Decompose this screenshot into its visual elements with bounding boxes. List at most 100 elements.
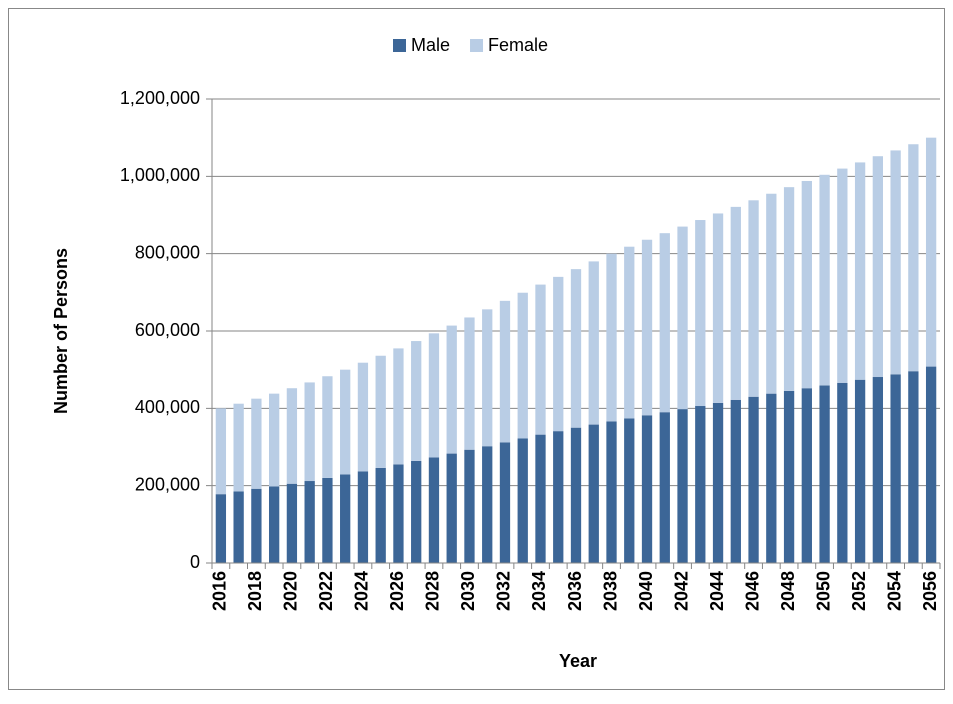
bar bbox=[215, 494, 227, 563]
bar bbox=[606, 421, 617, 563]
bar bbox=[606, 253, 617, 422]
bar bbox=[712, 402, 724, 563]
x-tick-label: 2040 bbox=[636, 571, 656, 611]
bar bbox=[535, 434, 546, 563]
bar bbox=[251, 398, 262, 489]
bar bbox=[748, 200, 759, 397]
bar bbox=[801, 388, 812, 563]
y-tick-label: 1,200,000 bbox=[120, 88, 200, 108]
x-tick-label: 2024 bbox=[352, 571, 372, 611]
bar bbox=[925, 137, 937, 367]
bar bbox=[783, 187, 795, 391]
bar bbox=[251, 488, 262, 563]
bar bbox=[872, 156, 884, 378]
x-tick-label: 2052 bbox=[849, 571, 869, 611]
bar bbox=[712, 213, 724, 403]
bar bbox=[375, 467, 386, 563]
bar bbox=[411, 341, 422, 461]
bar bbox=[517, 438, 528, 563]
bar bbox=[393, 464, 404, 563]
bar bbox=[588, 424, 599, 563]
bar bbox=[748, 396, 759, 563]
legend-swatch bbox=[470, 39, 484, 52]
x-tick-label: 2056 bbox=[920, 571, 940, 611]
x-tick-label: 2034 bbox=[529, 571, 549, 611]
bar bbox=[766, 393, 777, 563]
y-tick-label: 0 bbox=[190, 552, 200, 572]
legend-label: Female bbox=[488, 35, 548, 55]
bar bbox=[908, 144, 919, 372]
bar bbox=[819, 385, 830, 563]
bar bbox=[890, 150, 901, 375]
x-tick-label: 2046 bbox=[742, 571, 762, 611]
bar bbox=[268, 393, 280, 487]
bar bbox=[837, 382, 848, 563]
bar bbox=[499, 442, 511, 563]
x-tick-label: 2044 bbox=[707, 571, 727, 611]
x-tick-label: 2022 bbox=[316, 571, 336, 611]
bar bbox=[286, 483, 298, 563]
bar bbox=[925, 366, 937, 563]
x-tick-label: 2030 bbox=[458, 571, 478, 611]
bar bbox=[819, 174, 830, 386]
bar bbox=[340, 369, 351, 475]
x-tick-label: 2054 bbox=[884, 571, 904, 611]
bar bbox=[340, 474, 351, 563]
x-tick-label: 2018 bbox=[245, 571, 265, 611]
x-tick-label: 2048 bbox=[778, 571, 798, 611]
bar bbox=[659, 412, 670, 563]
bar bbox=[872, 377, 884, 563]
bar bbox=[268, 486, 280, 563]
bar bbox=[890, 374, 901, 563]
x-tick-label: 2028 bbox=[423, 571, 443, 611]
bar bbox=[446, 453, 457, 563]
bar bbox=[375, 355, 386, 468]
bar bbox=[695, 220, 706, 407]
y-tick-label: 800,000 bbox=[135, 242, 200, 262]
bar bbox=[854, 162, 866, 380]
bar bbox=[446, 325, 457, 454]
bar bbox=[624, 246, 635, 419]
x-axis-label: Year bbox=[559, 651, 597, 671]
bar bbox=[428, 457, 440, 563]
bar bbox=[215, 408, 227, 495]
bar bbox=[357, 362, 369, 472]
bar bbox=[482, 446, 493, 563]
y-tick-label: 600,000 bbox=[135, 320, 200, 340]
x-tick-label: 2038 bbox=[600, 571, 620, 611]
bar bbox=[286, 388, 298, 484]
x-tick-label: 2016 bbox=[210, 571, 230, 611]
y-tick-label: 400,000 bbox=[135, 397, 200, 417]
bar bbox=[304, 382, 315, 482]
bar bbox=[766, 193, 777, 394]
bar bbox=[641, 239, 653, 416]
bar bbox=[535, 284, 546, 435]
legend-label: Male bbox=[411, 35, 450, 55]
x-tick-label: 2026 bbox=[387, 571, 407, 611]
y-tick-label: 1,000,000 bbox=[120, 165, 200, 185]
bar bbox=[428, 333, 440, 458]
bar bbox=[677, 409, 688, 563]
bar bbox=[570, 427, 582, 563]
bar bbox=[304, 481, 315, 563]
bar bbox=[393, 348, 404, 465]
bar bbox=[322, 477, 333, 563]
bar bbox=[730, 206, 741, 400]
bar bbox=[464, 449, 475, 563]
bar bbox=[233, 491, 244, 563]
bar bbox=[588, 261, 599, 425]
x-tick-label: 2020 bbox=[281, 571, 301, 611]
bar bbox=[641, 415, 653, 563]
bar bbox=[322, 376, 333, 478]
bar bbox=[908, 371, 919, 563]
y-tick-label: 200,000 bbox=[135, 474, 200, 494]
bar bbox=[482, 309, 493, 447]
bar bbox=[570, 269, 582, 428]
x-tick-label: 2042 bbox=[671, 571, 691, 611]
x-tick-label: 2032 bbox=[494, 571, 514, 611]
y-axis-label: Number of Persons bbox=[51, 248, 71, 414]
bar bbox=[357, 471, 369, 563]
bar bbox=[730, 399, 741, 563]
